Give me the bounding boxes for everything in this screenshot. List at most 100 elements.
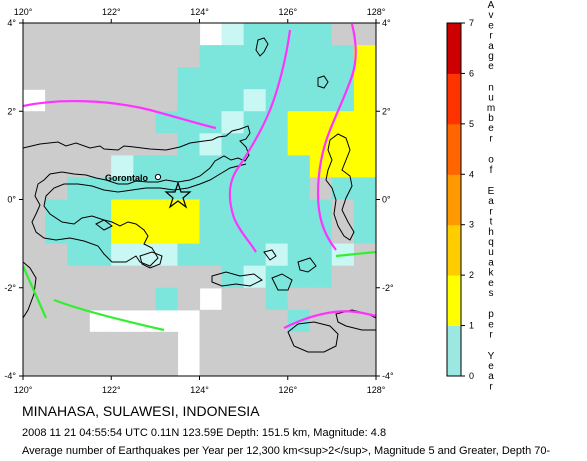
x-tick-label-bottom: 124° (190, 385, 209, 395)
legend-title-letter: g (488, 51, 494, 62)
grid-cell (287, 287, 311, 311)
map-title: MINAHASA, SULAWESI, INDONESIA (22, 403, 260, 419)
grid-cell (111, 111, 134, 134)
grid-cell (287, 89, 311, 112)
grid-cell (133, 353, 156, 376)
seismicity-grid (23, 23, 376, 376)
grid-cell (133, 45, 156, 68)
grid-cell (265, 111, 289, 134)
fault-west (23, 265, 48, 319)
grid-cell (23, 155, 46, 179)
legend-title-letter: r (489, 133, 493, 144)
grid-cell (199, 177, 223, 201)
legend-swatch (447, 73, 461, 125)
grid-cell (155, 133, 179, 156)
legend-swatch (447, 275, 461, 326)
grid-cell (177, 177, 201, 201)
grid-cell (221, 23, 245, 46)
grid-cell (45, 221, 68, 245)
grid-cell (243, 89, 267, 112)
grid-cell (243, 221, 267, 245)
legend-title-letter: t (490, 217, 493, 228)
grid-cell (353, 111, 376, 134)
grid-cell (133, 287, 156, 311)
grid-cell (177, 287, 201, 311)
grid-cell (331, 287, 355, 311)
grid-cell (331, 199, 355, 223)
grid-cell (23, 133, 46, 156)
grid-cell (287, 133, 311, 156)
grid-cell (309, 353, 333, 376)
legend-tick-label: 7 (469, 18, 474, 28)
grid-cell (133, 177, 156, 201)
legend-title-letter: e (488, 20, 494, 31)
legend-title-letter: h (488, 227, 494, 238)
legend-tick-label: 3 (469, 220, 474, 230)
obi-island-coast (271, 273, 293, 291)
grid-cell (221, 67, 245, 90)
grid-cell (221, 287, 245, 311)
grid-cell (177, 111, 201, 134)
grid-cell (221, 309, 245, 333)
grid-cell (177, 23, 201, 46)
grid-cell (133, 67, 156, 90)
grid-cell (199, 199, 223, 223)
grid-cell (265, 265, 289, 289)
legend-title-letter: n (488, 82, 494, 93)
grid-cell (331, 111, 355, 134)
grid-cell (353, 331, 376, 355)
grid-cell (45, 111, 68, 134)
grid-cell (23, 331, 46, 355)
grid-cell (89, 221, 112, 245)
x-tick-label-bottom: 122° (102, 385, 121, 395)
legend-title-letter: a (488, 371, 494, 382)
legend-title-letter: a (488, 257, 494, 268)
grid-cell (133, 221, 156, 245)
epicenter-star-icon (164, 181, 192, 209)
y-tick-label-right: -4° (382, 371, 394, 381)
legend-tick-label: 2 (469, 270, 474, 280)
legend-title-letter: s (489, 288, 494, 299)
grid-cell (243, 265, 267, 289)
y-tick-label-left: 2° (7, 106, 16, 116)
grid-cell (287, 221, 311, 245)
grid-cell (23, 265, 46, 289)
grid-cell (155, 45, 179, 68)
grid-cell (45, 133, 68, 156)
legend-swatch (447, 224, 461, 276)
grid-cell (111, 155, 134, 179)
city-label: Gorontalo (105, 173, 148, 183)
grid-cell (331, 331, 355, 355)
grid-cell (287, 67, 311, 90)
grid-cell (221, 89, 245, 112)
grid-cell (67, 155, 90, 179)
grid-cell (287, 243, 311, 267)
grid-cell (67, 309, 90, 333)
fault-sorong (53, 298, 165, 332)
grid-cell (287, 111, 311, 134)
grid-cell (221, 353, 245, 376)
grid-cell (23, 111, 46, 134)
legend-tick-label: 5 (469, 119, 474, 129)
grid-cell (111, 45, 134, 68)
grid-cell (353, 353, 376, 376)
grid-cell (23, 199, 46, 223)
legend-title-letter: e (488, 61, 494, 72)
grid-cell (199, 309, 223, 333)
grid-cell (111, 287, 134, 311)
legend-title-letter: q (488, 237, 494, 248)
legend-title-letter: e (488, 319, 494, 330)
grid-cell (111, 133, 134, 156)
grid-cell (199, 89, 223, 112)
grid-cell (177, 155, 201, 179)
grid-cell (45, 243, 68, 267)
grid-cell (243, 67, 267, 90)
grid-cell (243, 199, 267, 223)
grid-cell (309, 177, 333, 201)
grid-cell (287, 45, 311, 68)
legend-title-letter: a (488, 196, 494, 207)
grid-cell (265, 287, 289, 311)
grid-cell (309, 67, 333, 90)
grid-cell (243, 309, 267, 333)
